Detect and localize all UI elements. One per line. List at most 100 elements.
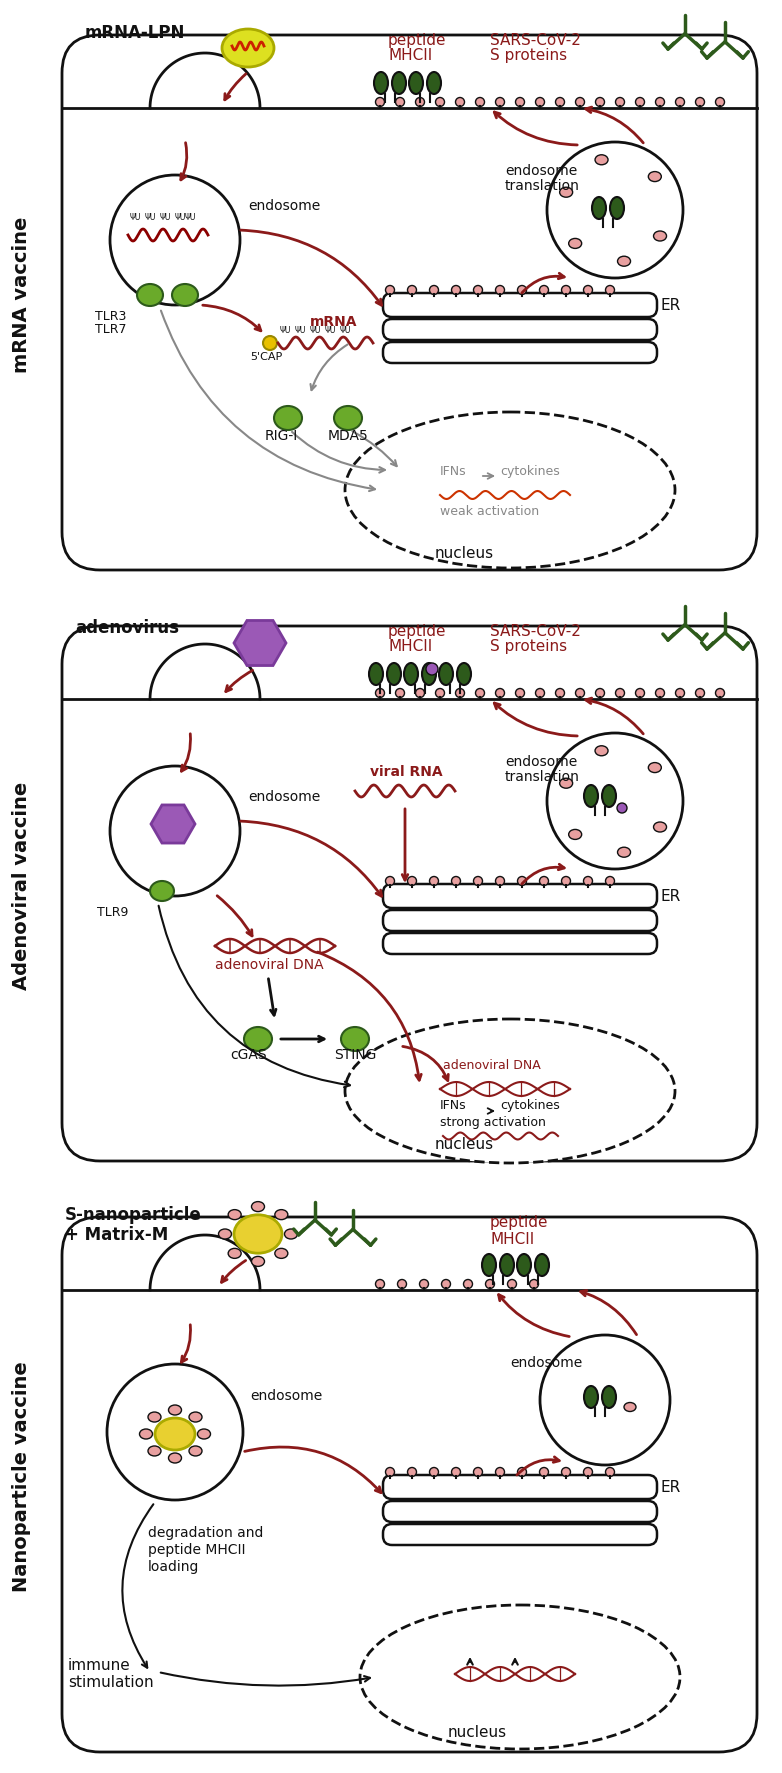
Text: cGAS: cGAS (230, 1048, 267, 1062)
Circle shape (605, 876, 615, 885)
Circle shape (451, 876, 461, 885)
Ellipse shape (274, 1209, 288, 1220)
Circle shape (396, 98, 404, 106)
Ellipse shape (592, 197, 606, 220)
Circle shape (396, 688, 404, 697)
Text: translation: translation (505, 179, 580, 193)
Circle shape (636, 688, 644, 697)
Ellipse shape (409, 73, 423, 94)
Ellipse shape (155, 1418, 195, 1450)
Circle shape (518, 876, 526, 885)
Ellipse shape (189, 1411, 202, 1422)
Ellipse shape (274, 1248, 288, 1259)
Text: endosome: endosome (248, 199, 321, 213)
Circle shape (496, 285, 504, 294)
Text: endosome: endosome (505, 755, 577, 769)
Ellipse shape (457, 663, 471, 684)
FancyBboxPatch shape (62, 626, 757, 1161)
Circle shape (110, 176, 240, 305)
Circle shape (386, 1468, 394, 1477)
Circle shape (515, 98, 525, 106)
Text: STING: STING (334, 1048, 376, 1062)
Text: TLR9: TLR9 (97, 906, 128, 918)
Circle shape (561, 1468, 571, 1477)
Text: peptide: peptide (388, 624, 447, 638)
Circle shape (536, 688, 544, 697)
Ellipse shape (168, 1454, 181, 1463)
Ellipse shape (137, 284, 163, 307)
Text: nucleus: nucleus (435, 1136, 494, 1152)
Circle shape (407, 1468, 417, 1477)
Circle shape (561, 876, 571, 885)
Circle shape (695, 688, 705, 697)
Circle shape (496, 876, 504, 885)
Ellipse shape (341, 1027, 369, 1051)
Ellipse shape (285, 1229, 297, 1239)
Text: viral RNA: viral RNA (370, 764, 443, 778)
Circle shape (455, 688, 465, 697)
Text: RIG-I: RIG-I (265, 429, 298, 443)
Text: nucleus: nucleus (448, 1725, 507, 1739)
Circle shape (442, 1280, 450, 1289)
Circle shape (676, 688, 684, 697)
Ellipse shape (234, 1215, 282, 1254)
Circle shape (407, 876, 417, 885)
Ellipse shape (274, 406, 302, 431)
Ellipse shape (595, 154, 608, 165)
Ellipse shape (618, 847, 630, 856)
Circle shape (496, 1468, 504, 1477)
Circle shape (605, 1468, 615, 1477)
Circle shape (473, 876, 482, 885)
Ellipse shape (334, 406, 362, 431)
Ellipse shape (360, 1605, 680, 1748)
Text: ΨU: ΨU (130, 213, 142, 222)
Circle shape (375, 1280, 385, 1289)
Text: S-nanoparticle: S-nanoparticle (65, 1206, 202, 1223)
Text: Adenoviral vaccine: Adenoviral vaccine (13, 782, 31, 989)
FancyBboxPatch shape (383, 1525, 657, 1544)
Text: cytokines: cytokines (500, 465, 560, 479)
Ellipse shape (374, 73, 388, 94)
Circle shape (429, 1468, 439, 1477)
Circle shape (518, 1468, 526, 1477)
FancyBboxPatch shape (383, 342, 657, 363)
Text: stimulation: stimulation (68, 1675, 153, 1690)
Circle shape (429, 285, 439, 294)
Circle shape (615, 688, 625, 697)
Text: degradation and: degradation and (148, 1527, 264, 1541)
Circle shape (407, 285, 417, 294)
Ellipse shape (422, 663, 436, 684)
Text: SARS-CoV-2: SARS-CoV-2 (490, 624, 581, 638)
Text: mRNA-LPN: mRNA-LPN (85, 25, 185, 43)
Text: ER: ER (660, 1480, 680, 1495)
Text: mRNA vaccine: mRNA vaccine (13, 216, 31, 372)
Text: immune: immune (68, 1658, 131, 1674)
Text: MHCII: MHCII (388, 48, 432, 64)
Circle shape (451, 1468, 461, 1477)
Circle shape (540, 876, 548, 885)
Circle shape (716, 98, 724, 106)
Circle shape (486, 1280, 494, 1289)
Ellipse shape (172, 284, 198, 307)
Circle shape (615, 98, 625, 106)
Circle shape (617, 803, 627, 814)
Text: cytokines: cytokines (500, 1099, 560, 1112)
Circle shape (415, 98, 425, 106)
Circle shape (676, 98, 684, 106)
Circle shape (561, 285, 571, 294)
Ellipse shape (427, 73, 441, 94)
Ellipse shape (535, 1254, 549, 1277)
Text: peptide: peptide (388, 34, 447, 48)
Text: Nanoparticle vaccine: Nanoparticle vaccine (13, 1362, 31, 1592)
Circle shape (576, 98, 584, 106)
Circle shape (596, 688, 604, 697)
Circle shape (547, 142, 683, 278)
Ellipse shape (228, 1209, 241, 1220)
Ellipse shape (595, 746, 608, 755)
Circle shape (375, 688, 385, 697)
Text: weak activation: weak activation (440, 505, 539, 518)
Circle shape (655, 688, 665, 697)
Ellipse shape (648, 172, 662, 181)
Text: ER: ER (660, 888, 680, 904)
Text: nucleus: nucleus (435, 546, 494, 560)
